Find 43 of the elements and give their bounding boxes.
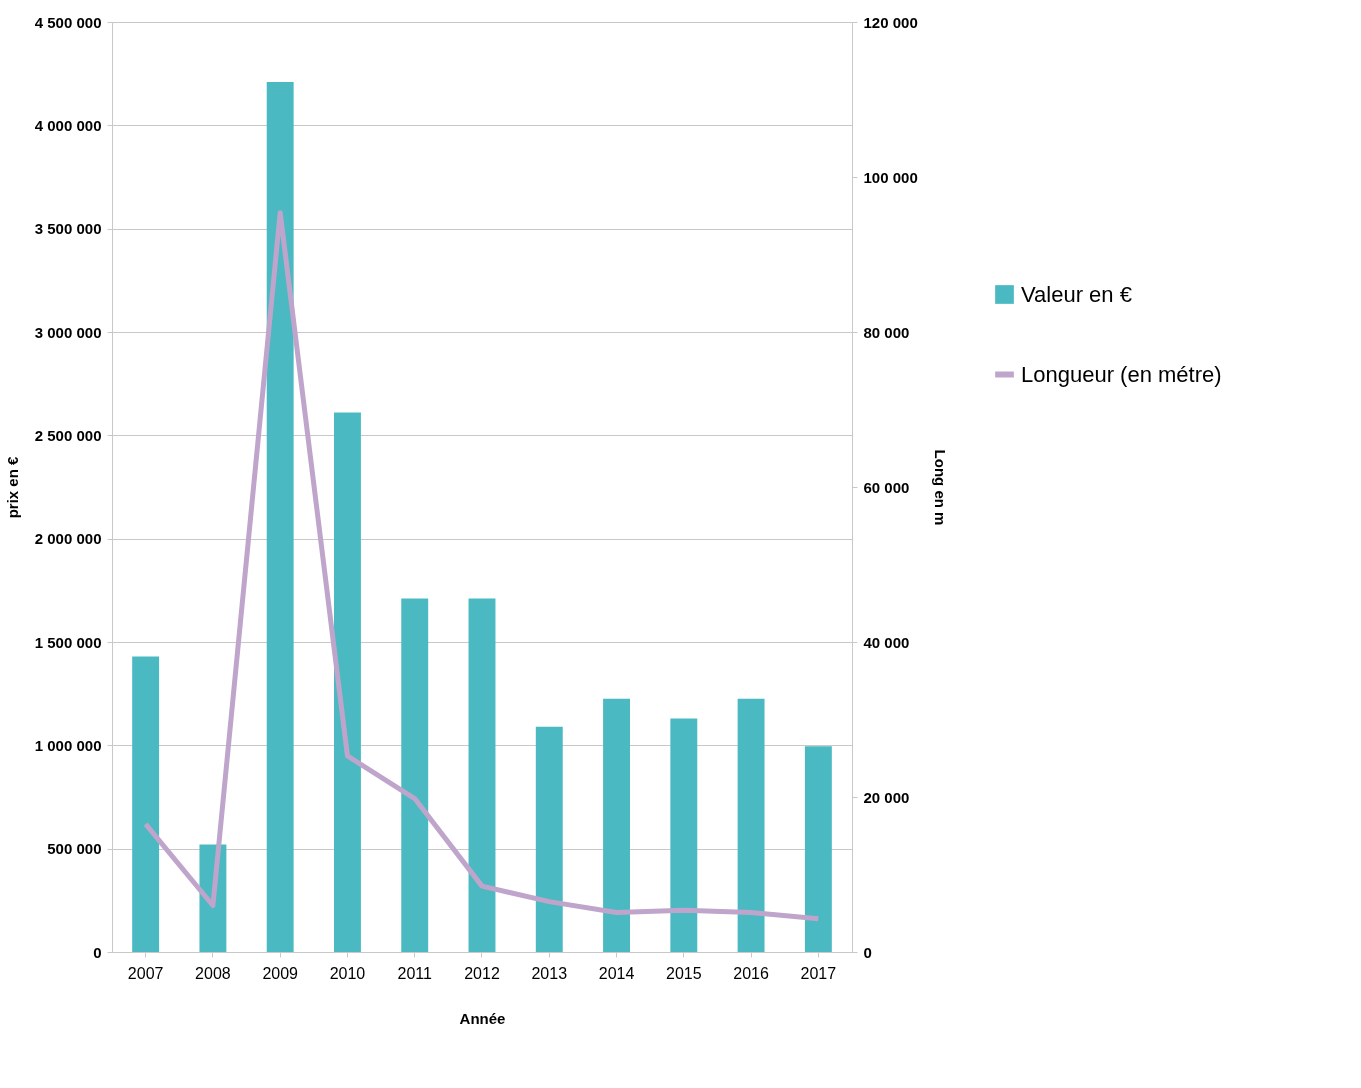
y-tick-label: 2 000 000 [34,530,102,548]
x-tick-label: 2008 [195,964,231,982]
y-tick-label: 0 [93,943,102,961]
x-tick-label: 2010 [329,964,366,982]
x-tick-label: 2009 [262,964,299,982]
y2-tick-label: 80 000 [863,323,910,341]
bar [401,598,429,952]
bar [266,81,294,952]
y-tick-label: 3 000 000 [34,323,102,341]
bar [132,656,160,952]
x-tick-label: 2017 [800,964,837,982]
x-tick-label: 2015 [666,964,702,982]
bar [334,412,361,952]
y-tick-label: 500 000 [47,840,102,858]
x-tick-label: 2016 [733,964,769,982]
y-tick-label: 4 000 000 [34,116,102,134]
bar [804,746,832,952]
y2-tick-label: 40 000 [863,633,910,651]
bar [737,698,765,952]
bar [603,698,630,952]
legend-label: Valeur en € [1021,281,1132,307]
y2-tick-label: 60 000 [863,478,910,496]
y2-tick-label: 120 000 [863,13,918,31]
x-tick-label: 2012 [464,964,500,982]
y-tick-label: 1 500 000 [34,633,102,651]
y-axis-title: prix en € [3,456,21,519]
y-tick-label: 2 500 000 [34,426,102,444]
bar [468,598,496,952]
y2-axis-title: Long en m [931,449,949,526]
y2-tick-label: 20 000 [863,788,910,806]
x-tick-label: 2014 [598,964,635,982]
y2-tick-label: 0 [863,943,872,961]
x-axis-title: Année [459,1009,506,1027]
y-tick-label: 1 000 000 [34,736,102,754]
bar [670,718,698,952]
y-tick-label: 4 500 000 [34,13,102,31]
x-tick-label: 2007 [127,964,164,982]
x-tick-label: 2013 [531,964,568,982]
x-tick-label: 2011 [397,964,433,982]
bar [535,726,563,952]
legend-label: Longueur (en métre) [1021,361,1222,387]
y2-tick-label: 100 000 [863,168,918,186]
y-tick-label: 3 500 000 [34,220,102,238]
